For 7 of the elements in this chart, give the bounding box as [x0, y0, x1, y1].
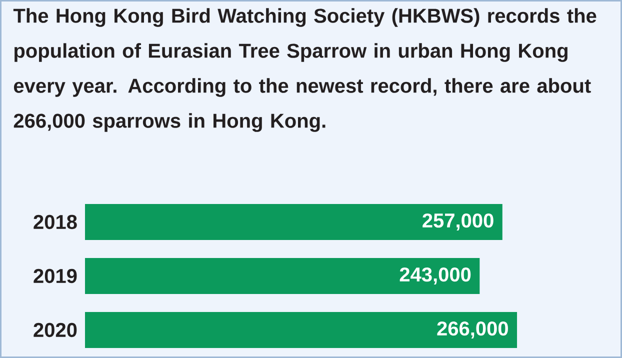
data-label: 266,000 — [437, 321, 508, 339]
data-label: 257,000 — [422, 213, 494, 231]
chart-title: The Hong Kong Bird Watching Society (HKBWS) records the population of Eurasian Tree Sparrow in urban Hong Kong every year. According to the newest record, there are about 266,000 sparrows in Hong Kong. — [13, 8, 596, 132]
data-label: 243,000 — [400, 267, 471, 285]
y-tick-label: 2020 — [34, 322, 77, 338]
y-tick-label: 2019 — [34, 268, 77, 284]
y-tick-label: 2018 — [34, 214, 77, 230]
